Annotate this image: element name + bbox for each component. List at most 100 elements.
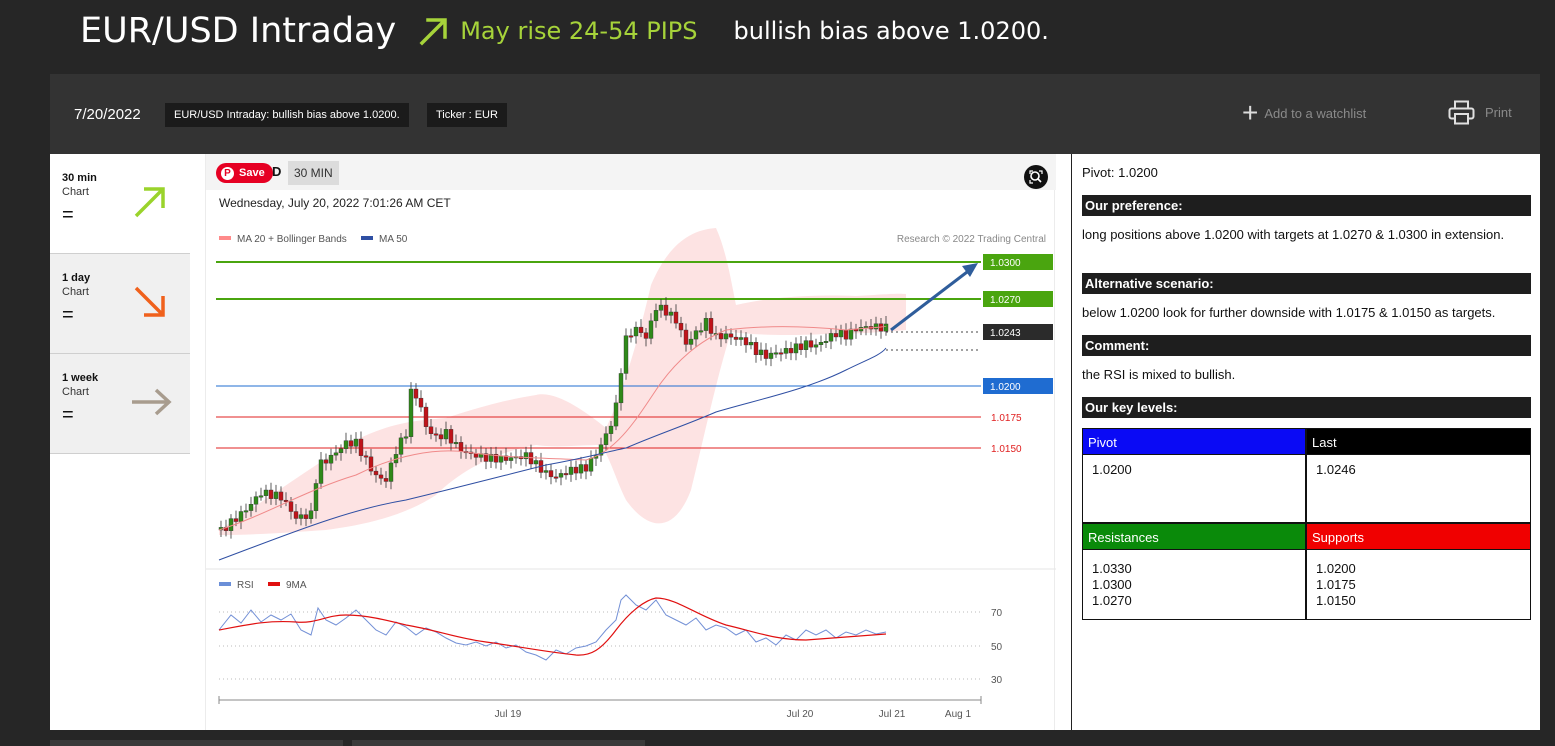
candle-down — [428, 426, 434, 434]
preference-text: long positions above 1.0200 with targets… — [1082, 227, 1505, 242]
candle-up — [343, 440, 349, 449]
candle-down — [573, 466, 579, 474]
alternative-text: below 1.0200 look for further downside w… — [1082, 305, 1496, 320]
candle-up — [848, 328, 854, 340]
x-tick-jul19: Jul 19 — [495, 709, 522, 720]
candle-up — [398, 437, 404, 455]
price-chart: MA 20 + Bollinger Bands MA 50 Research ©… — [206, 228, 1056, 720]
candle-up — [253, 496, 259, 505]
chart-panel: P Save D 30 MIN Wednesday, July 20, 2022… — [205, 154, 1056, 730]
timeframe-1day[interactable]: 1 day Chart = — [50, 254, 190, 354]
legend-label-9ma: 9MA — [286, 580, 307, 591]
timeframe-period: 30 min — [62, 172, 97, 184]
candle-down — [473, 453, 479, 458]
timeframe-status: = — [62, 304, 74, 326]
support-value: 1.0175 — [1316, 577, 1356, 592]
bottom-tab[interactable] — [352, 740, 645, 746]
ma20-line — [218, 325, 887, 531]
candle-up — [263, 489, 269, 496]
support-value: 1.0200 — [1316, 561, 1356, 576]
rsi-pane: RSI 9MA 70 50 30 — [218, 580, 1003, 686]
timeframe-period: 1 day — [62, 272, 91, 284]
resistance-value: 1.0270 — [1092, 593, 1132, 608]
candle-down — [798, 343, 804, 350]
candle-down — [683, 329, 689, 345]
resistances-cell-values: 1.0330 1.0300 1.0270 — [1082, 550, 1306, 620]
level-label-box — [983, 324, 1053, 340]
candle-down — [733, 336, 739, 340]
candle-up — [813, 344, 819, 348]
arrow-right-icon — [132, 388, 172, 416]
candle-up — [823, 341, 829, 343]
pinterest-save-button[interactable]: P Save — [216, 163, 273, 183]
plus-icon: + — [1242, 97, 1259, 128]
timeframe-sub: Chart — [62, 186, 89, 198]
pips-forecast: May rise 24-54 PIPS — [460, 17, 698, 45]
candle-down — [293, 511, 299, 519]
headline: EUR/USD Intraday May rise 24-54 PIPS bul… — [80, 6, 1049, 56]
candle-down — [288, 501, 294, 512]
timeframe-30min[interactable]: 30 min Chart = — [50, 154, 190, 254]
candle-up — [308, 510, 314, 519]
candle-up — [488, 453, 494, 462]
candle-down — [363, 455, 369, 458]
candle-up — [568, 466, 574, 475]
timeframe-sub: Chart — [62, 286, 89, 298]
legend-swatch-bb — [219, 236, 231, 240]
legend-swatch-9ma — [268, 582, 280, 586]
candle-down — [753, 342, 759, 356]
symbol-fragment: D — [272, 164, 282, 179]
ticker-chip: Ticker : EUR — [427, 103, 507, 127]
arrow-up-right-icon — [134, 187, 165, 218]
level-label-box — [983, 378, 1053, 394]
print-label: Print — [1485, 105, 1512, 120]
last-cell-value: 1.0246 — [1306, 455, 1531, 523]
ma50-line — [218, 347, 887, 561]
candle-up — [403, 436, 409, 439]
candle-up — [653, 310, 659, 322]
candle-up — [793, 343, 799, 354]
candle-up — [838, 330, 844, 338]
candle-down — [628, 335, 634, 338]
candle-up — [703, 318, 709, 331]
bottom-tab[interactable] — [50, 740, 343, 746]
candle-up — [698, 330, 704, 333]
candle-up — [523, 452, 529, 460]
add-to-watchlist-button[interactable]: + Add to a watchlist — [1242, 97, 1366, 128]
candle-down — [438, 434, 444, 440]
candle-up — [558, 473, 564, 478]
candle-down — [303, 514, 309, 519]
level-label-box — [983, 291, 1053, 307]
candle-down — [553, 476, 559, 479]
candle-down — [368, 456, 374, 472]
level-label: 1.0300 — [990, 258, 1021, 269]
timeframe-1week[interactable]: 1 week Chart = — [50, 354, 190, 454]
level-label-box — [983, 254, 1053, 270]
candle-up — [388, 462, 394, 482]
supports-cell-header: Supports — [1306, 523, 1531, 550]
candle-up — [258, 495, 264, 498]
projection-arrow — [890, 263, 978, 332]
candle-up — [773, 352, 779, 355]
candle-up — [648, 320, 654, 339]
last-cell-header: Last — [1306, 428, 1531, 455]
key-levels-heading: Our key levels: — [1082, 397, 1531, 418]
candle-down — [448, 429, 454, 444]
candle-up — [588, 458, 594, 472]
timeframe-button[interactable]: 30 MIN — [288, 161, 339, 185]
comment-text: the RSI is mixed to bullish. — [1082, 367, 1236, 382]
print-button[interactable]: Print — [1448, 100, 1512, 125]
resistance-value: 1.0300 — [1092, 577, 1132, 592]
legend-swatch-ma50 — [361, 236, 373, 240]
zoom-icon[interactable] — [1024, 165, 1048, 189]
chart-timestamp: Wednesday, July 20, 2022 7:01:26 AM CET — [219, 196, 451, 210]
candle-up — [238, 511, 244, 522]
candle-down — [268, 489, 274, 499]
level-label: 1.0270 — [990, 295, 1021, 306]
last-cell: Last 1.0246 — [1306, 428, 1531, 523]
supports-cell-values: 1.0200 1.0175 1.0150 — [1306, 550, 1531, 620]
candle-up — [633, 326, 639, 337]
candle-up — [273, 491, 279, 499]
candle-down — [763, 349, 769, 359]
candle-up — [498, 455, 504, 463]
